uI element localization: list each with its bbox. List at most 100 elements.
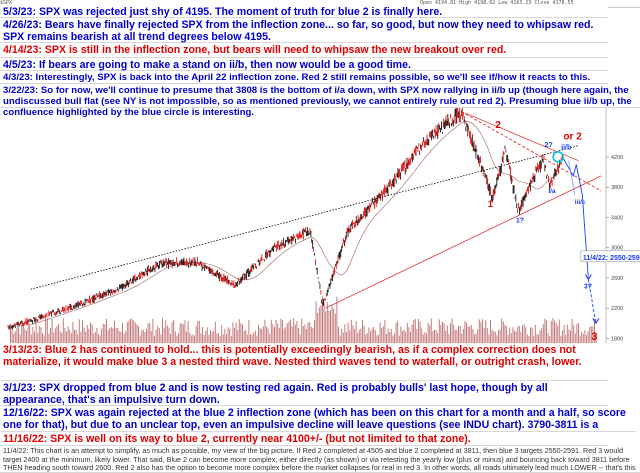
volume-bar: [461, 333, 463, 344]
volume-bar: [88, 328, 90, 344]
volume-bar: [264, 319, 266, 344]
volume-bar: [403, 329, 405, 344]
volume-bar: [170, 333, 171, 344]
volume-bar: [78, 319, 80, 344]
volume-bar: [107, 330, 109, 344]
volume-bar: [253, 332, 255, 344]
volume-bar: [470, 325, 472, 344]
volume-bar: [530, 327, 531, 344]
volume-bar: [483, 327, 485, 344]
volume-bar: [86, 325, 88, 344]
volume-bar: [104, 324, 106, 344]
volume-bar: [421, 328, 423, 344]
volume-bar: [27, 321, 29, 344]
bottom-annotation-5: 11/4/22: This chart is an attempt to sim…: [0, 446, 640, 473]
volume-bar: [493, 331, 495, 344]
volume-bar: [358, 329, 360, 344]
volume-bar: [118, 331, 120, 344]
volume-bar: [386, 334, 387, 344]
volume-bar: [595, 334, 597, 344]
volume-bar: [112, 328, 114, 344]
blue-label-ia: i/a: [548, 188, 556, 195]
blue-label-2q: 2?: [545, 142, 553, 149]
annotation-text: Blue 2 has continued to hold... this is …: [3, 344, 582, 368]
volume-bar: [368, 327, 370, 344]
volume-bar: [275, 319, 277, 344]
volume-bar: [197, 321, 199, 344]
volume-bar: [558, 319, 560, 344]
volume-bar: [149, 322, 151, 344]
volume-bar: [98, 334, 99, 344]
volume-bar: [237, 329, 239, 344]
target-callout-text: 11/4/22: 2550-2591: [583, 255, 640, 262]
volume-bar: [486, 328, 488, 344]
volume-bar: [552, 318, 554, 344]
volume-bar: [363, 325, 365, 344]
volume-bar: [546, 320, 547, 344]
volume-bar: [571, 318, 573, 344]
volume-bar: [157, 325, 159, 344]
volume-bar: [187, 321, 189, 344]
volume-bar: [238, 319, 240, 344]
volume-bar: [234, 327, 235, 344]
annotation-text: Bears have finally rejected SPX from the…: [3, 19, 594, 43]
volume-bar: [434, 329, 435, 344]
volume-bar: [13, 333, 15, 344]
volume-bar: [96, 327, 98, 344]
red-downtrend-line: [461, 111, 602, 192]
volume-bar: [32, 327, 34, 344]
volume-bar: [46, 318, 48, 344]
volume-bar: [291, 326, 293, 344]
volume-bar: [154, 335, 155, 344]
volume-bar: [138, 326, 139, 344]
volume-bar: [450, 323, 451, 344]
volume-bar: [176, 335, 178, 344]
bottom-annotation-3: 12/16/22: SPX was again rejected at the …: [0, 406, 636, 443]
volume-bar: [35, 323, 37, 344]
volume-bar: [214, 321, 216, 344]
volume-bar: [414, 318, 416, 344]
volume-bar: [125, 331, 127, 344]
volume-bar: [203, 335, 205, 344]
volume-bar: [293, 318, 295, 344]
volume-bar: [531, 327, 533, 344]
volume-bar: [557, 325, 559, 344]
volume-bar: [491, 329, 493, 344]
volume-bar: [589, 327, 591, 344]
annotation-text: SPX dropped from blue 2 and is now testi…: [3, 382, 548, 406]
y-tick-label: 3400: [611, 215, 623, 221]
volume-bar: [224, 328, 226, 344]
volume-bar: [147, 323, 149, 344]
annotation-band-4: 4/5/23: If bears are going to make a sta…: [0, 58, 608, 71]
volume-bar: [539, 330, 541, 344]
volume-bar: [22, 325, 24, 344]
volume-bar: [165, 320, 167, 344]
volume-bar: [411, 324, 413, 344]
volume-bar: [226, 334, 227, 344]
volume-bar: [366, 333, 368, 344]
volume-bar: [410, 331, 411, 344]
volume-bar: [171, 321, 173, 344]
volume-bar: [69, 330, 71, 344]
volume-bar: [405, 331, 407, 344]
volume-bar: [206, 327, 208, 344]
volume-bar: [40, 327, 42, 344]
volume-bar: [82, 320, 83, 344]
volume-bar: [302, 326, 304, 344]
volume-bar: [192, 334, 194, 344]
volume-bar: [10, 327, 11, 344]
volume-bar: [114, 320, 115, 344]
volume-bar: [53, 332, 55, 344]
volume-bar: [574, 333, 576, 344]
volume-bar: [310, 326, 312, 344]
volume-bar: [339, 335, 341, 344]
volume-bar: [355, 321, 357, 344]
volume-bar: [221, 324, 223, 344]
volume-bar: [218, 333, 219, 344]
volume-bar: [198, 320, 200, 344]
volume-bar: [573, 325, 575, 344]
volume-bar: [406, 322, 408, 344]
volume-bar: [587, 331, 589, 344]
volume-bar: [24, 328, 26, 344]
volume-bar: [141, 330, 143, 344]
